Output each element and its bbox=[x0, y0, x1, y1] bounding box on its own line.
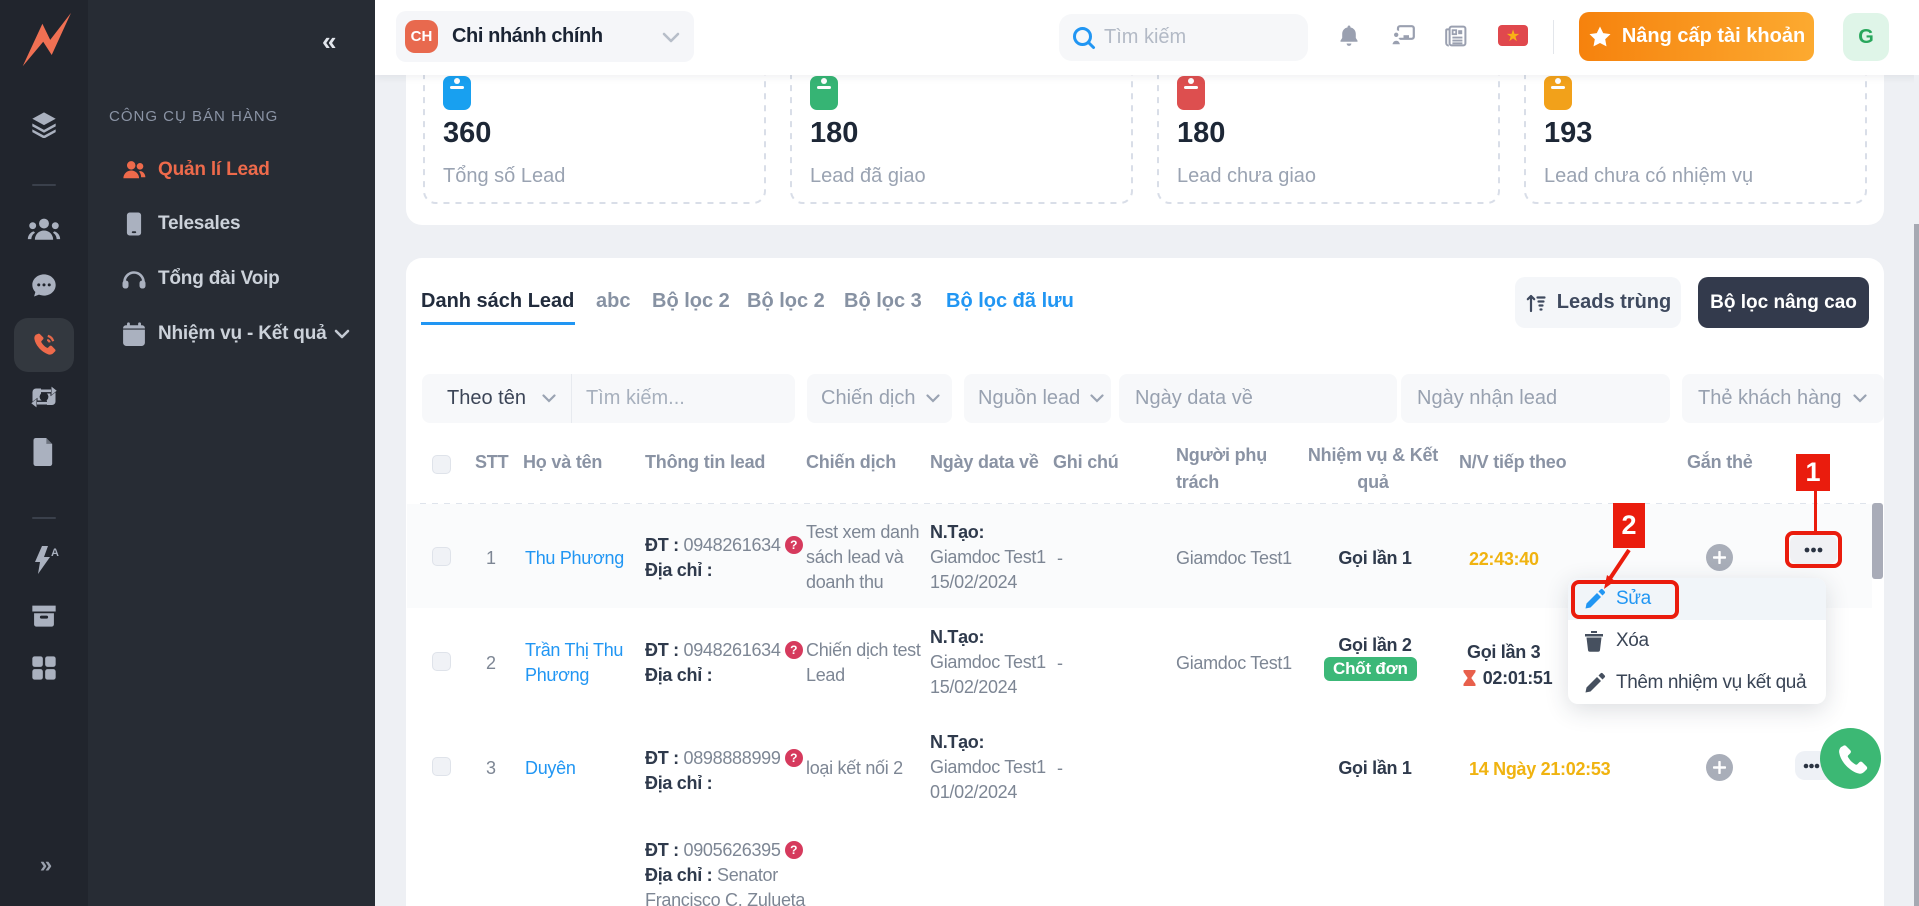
svg-text:A: A bbox=[51, 547, 59, 559]
